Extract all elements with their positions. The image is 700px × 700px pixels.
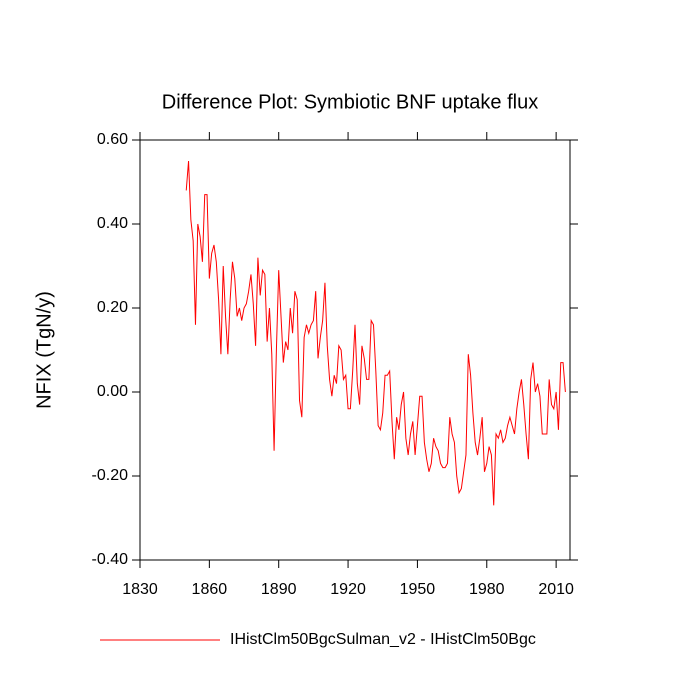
y-tick-label: 0.60 [97, 131, 128, 148]
x-tick-label: 1860 [192, 581, 228, 598]
x-tick-label: 1950 [400, 581, 436, 598]
plot-frame [139, 139, 571, 561]
y-tick-label: 0.40 [97, 215, 128, 232]
legend-label: IHistClm50BgcSulman_v2 - IHistClm50Bgc [230, 631, 536, 648]
x-tick-label: 2010 [538, 581, 574, 598]
y-tick-label: -0.40 [92, 551, 129, 568]
y-tick-label: 0.20 [97, 299, 128, 316]
y-axis-label: NFIX (TgN/y) [33, 291, 55, 409]
x-tick-label: 1830 [122, 581, 158, 598]
y-tick-label: 0.00 [97, 383, 128, 400]
x-tick-label: 1980 [469, 581, 505, 598]
y-tick-label: -0.20 [92, 467, 129, 484]
x-tick-label: 1920 [330, 581, 366, 598]
data-line [185, 160, 566, 506]
chart-title: Difference Plot: Symbiotic BNF uptake fl… [162, 91, 538, 113]
x-tick-label: 1890 [261, 581, 297, 598]
